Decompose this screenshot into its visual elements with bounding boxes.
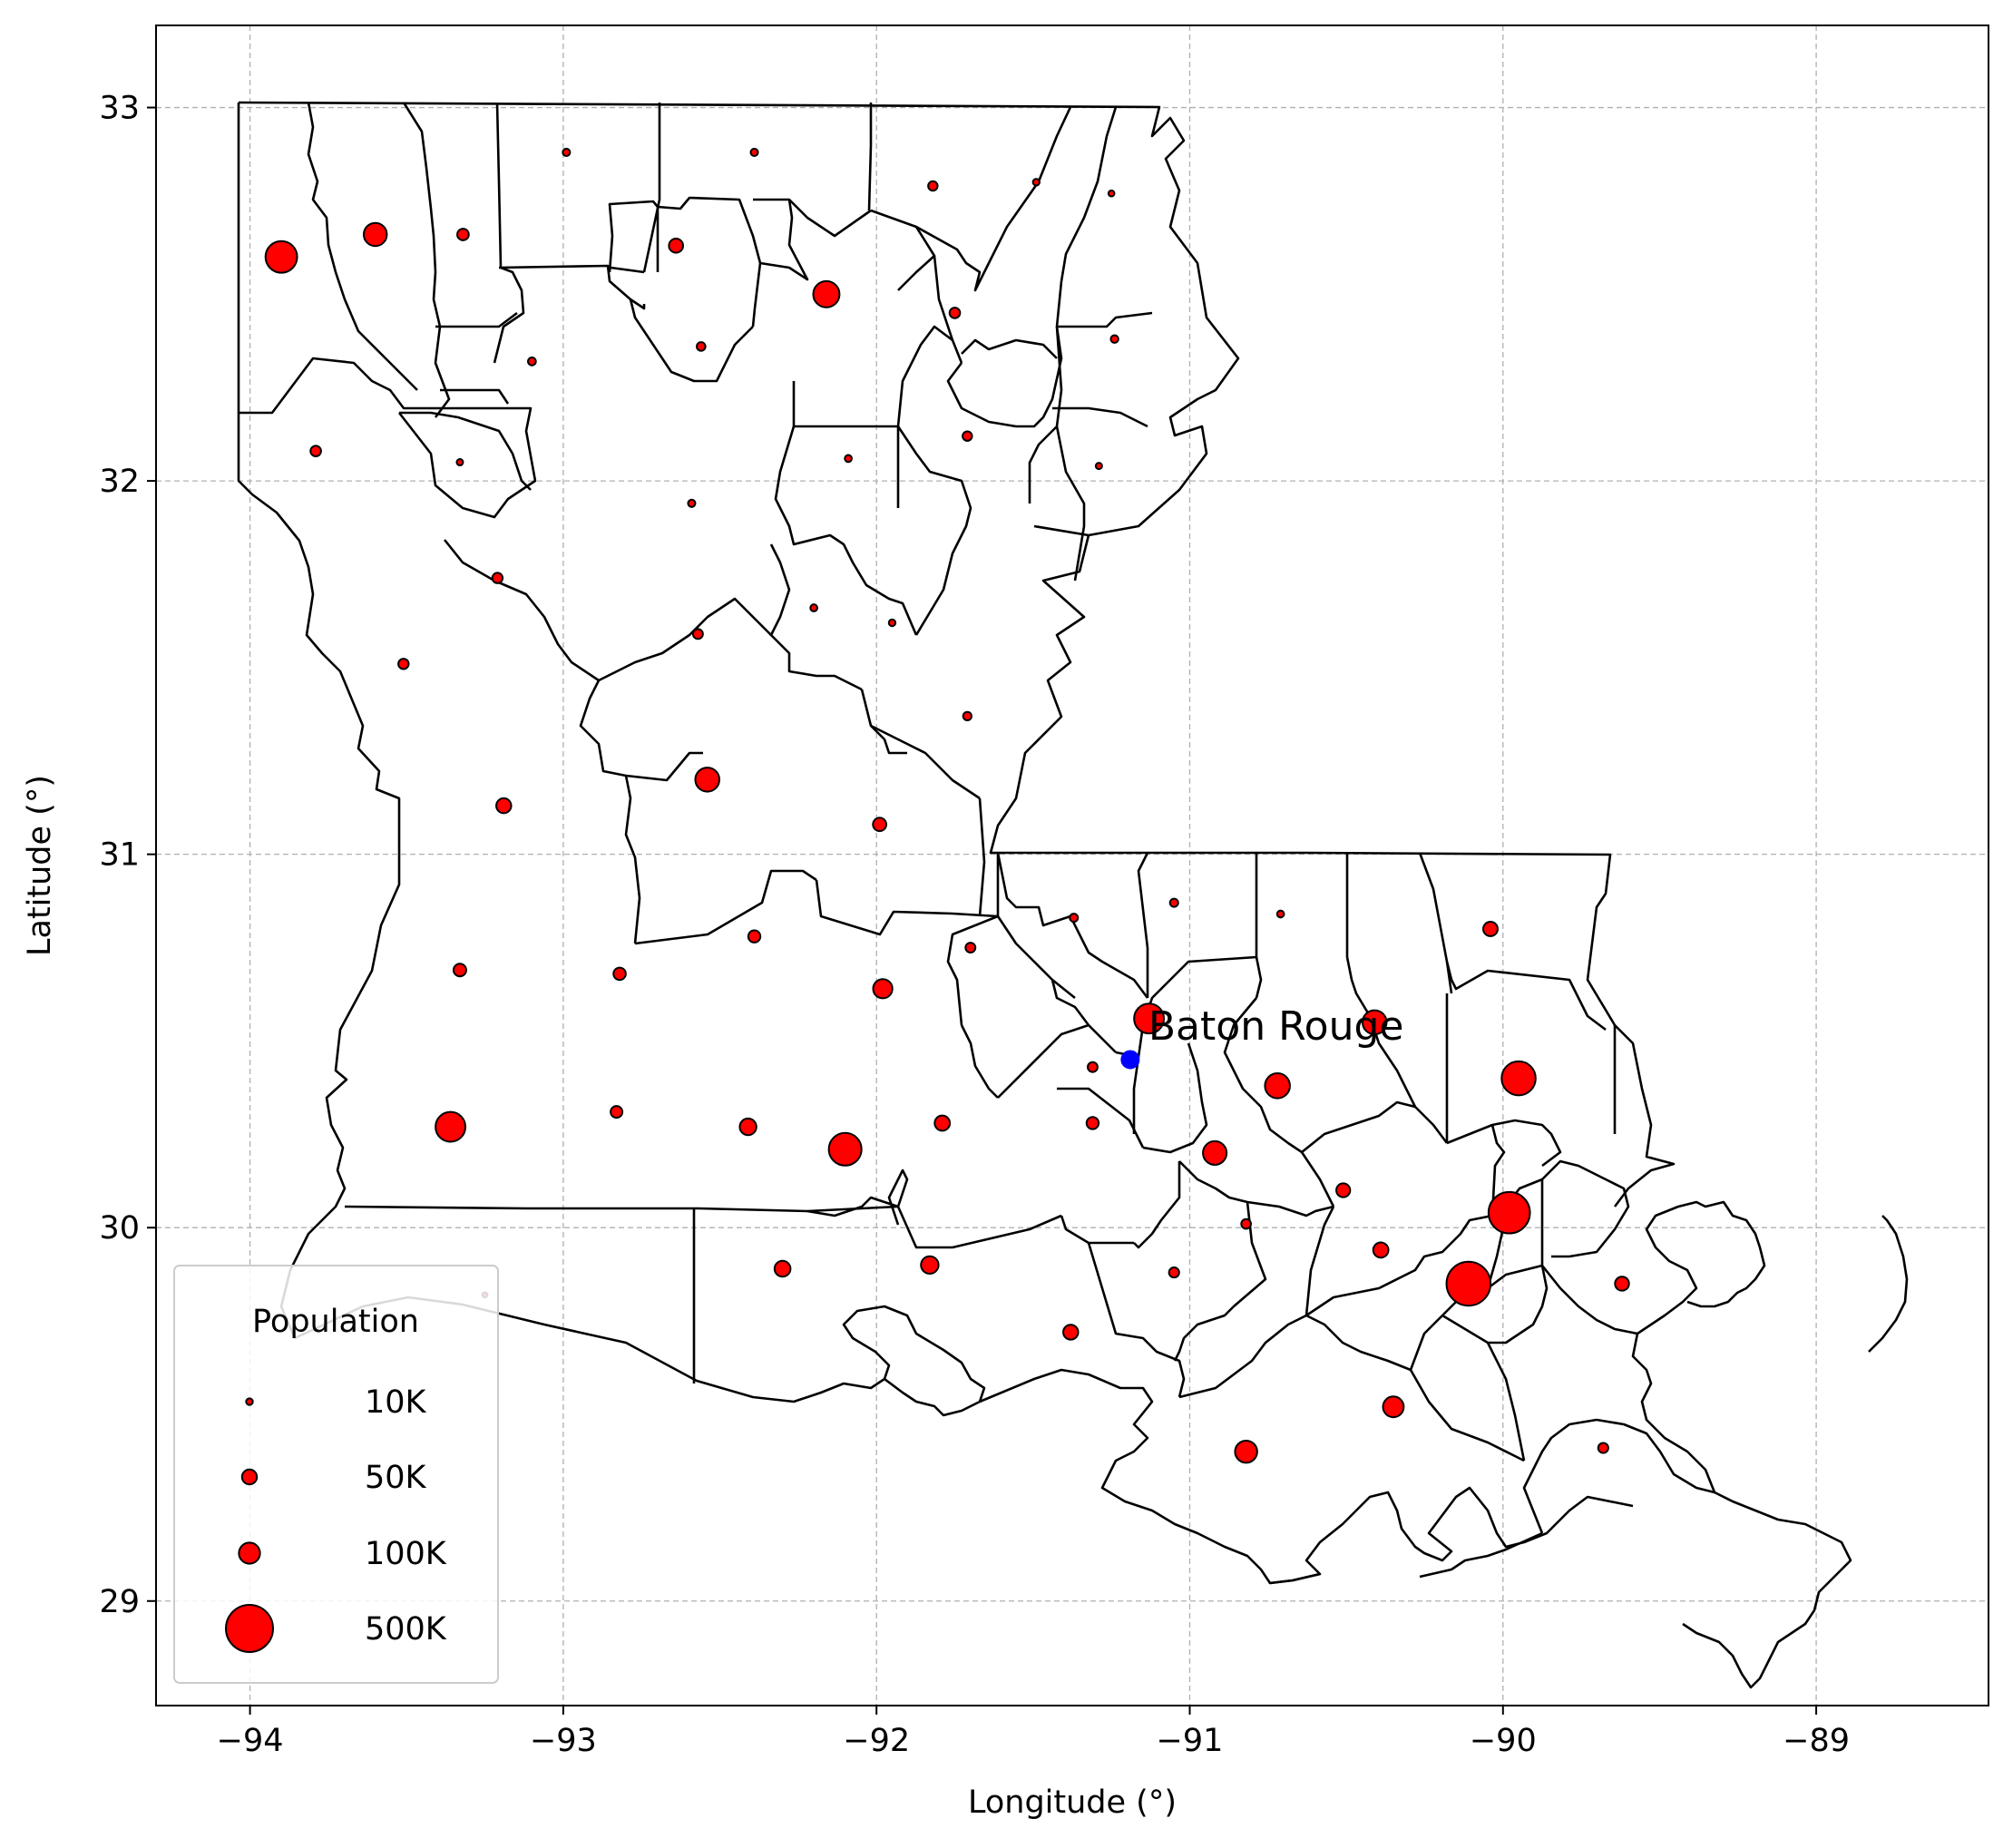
population-marker: [694, 767, 720, 793]
population-marker: [1031, 178, 1041, 187]
population-marker: [1335, 1182, 1352, 1198]
population-marker: [920, 1255, 940, 1276]
legend-label: 500K: [365, 1611, 447, 1648]
population-marker: [264, 240, 298, 274]
y-tick-label: 31: [99, 837, 140, 874]
population-marker: [773, 1259, 792, 1278]
population-marker: [362, 221, 388, 248]
population-marker: [495, 797, 513, 815]
population-marker: [1382, 1395, 1405, 1419]
legend-marker: [245, 1397, 254, 1406]
population-marker: [668, 238, 684, 254]
population-marker: [1168, 897, 1179, 908]
y-tick-label: 32: [99, 464, 140, 500]
population-marker: [1264, 1072, 1291, 1100]
population-marker: [455, 458, 464, 467]
population-marker: [738, 1117, 757, 1137]
plot-frame: [155, 24, 1989, 1706]
population-marker: [872, 978, 894, 1000]
y-tick-label: 29: [99, 1584, 140, 1620]
population-marker: [872, 816, 887, 833]
population-marker: [809, 603, 818, 612]
baton-rouge-label: Baton Rouge: [1148, 1003, 1404, 1050]
population-marker: [1597, 1442, 1609, 1454]
population-marker: [1240, 1217, 1252, 1230]
population-marker: [397, 658, 410, 670]
population-marker: [696, 341, 707, 352]
population-marker: [1086, 1061, 1099, 1073]
population-marker: [887, 618, 897, 628]
legend-box: [173, 1265, 499, 1684]
population-marker: [844, 454, 853, 464]
x-tick-label: −94: [217, 1723, 284, 1759]
population-marker: [1107, 189, 1116, 198]
population-marker: [1482, 920, 1499, 937]
legend-marker: [238, 1541, 261, 1565]
population-marker: [1085, 1116, 1100, 1130]
population-marker: [612, 966, 627, 982]
population-marker: [927, 180, 939, 192]
population-marker: [1133, 1002, 1166, 1035]
population-marker: [1500, 1060, 1537, 1097]
population-marker: [527, 357, 537, 367]
population-marker: [962, 710, 972, 722]
y-axis-label: Latitude (°): [22, 775, 58, 956]
legend-marker: [225, 1604, 274, 1653]
x-tick-label: −93: [530, 1723, 597, 1759]
population-marker: [1234, 1439, 1258, 1464]
population-marker: [610, 1105, 624, 1120]
population-marker: [1614, 1276, 1630, 1292]
population-marker: [933, 1114, 952, 1132]
population-marker: [749, 147, 759, 157]
population-marker: [1069, 913, 1080, 924]
x-tick-label: −89: [1783, 1723, 1850, 1759]
population-marker: [1361, 1009, 1388, 1036]
legend-title: Population: [252, 1304, 419, 1340]
legend-label: 50K: [365, 1460, 427, 1496]
legend-marker: [240, 1468, 259, 1486]
population-marker: [1487, 1190, 1531, 1235]
population-marker: [491, 572, 504, 584]
state-parish-boundaries: [237, 101, 1909, 1689]
population-marker: [1168, 1266, 1180, 1279]
population-marker: [691, 628, 704, 640]
population-marker: [1094, 462, 1103, 471]
population-marker: [948, 307, 962, 319]
population-marker: [827, 1131, 863, 1167]
population-marker: [452, 963, 467, 978]
population-marker: [1062, 1324, 1080, 1341]
axis-ticks: −94 −93 −92 −91 −90 −89 29 30 31 32 33: [99, 91, 1850, 1759]
x-tick-label: −91: [1157, 1723, 1224, 1759]
legend-entries: 10K 50K 100K 500K: [225, 1384, 447, 1653]
population-marker: [962, 430, 973, 442]
population-marker: [1109, 334, 1119, 344]
x-tick-label: −92: [843, 1723, 910, 1759]
population-marker: [1202, 1139, 1228, 1166]
legend: Population 10K 50K 100K 500K: [173, 1265, 499, 1684]
population-marker: [435, 1110, 467, 1143]
x-axis-label: Longitude (°): [968, 1784, 1177, 1821]
x-tick-label: −90: [1470, 1723, 1537, 1759]
y-tick-label: 33: [99, 91, 140, 127]
population-marker: [747, 929, 762, 944]
population-marker: [1275, 909, 1285, 919]
population-marker: [1372, 1241, 1390, 1259]
legend-label: 10K: [365, 1384, 427, 1421]
population-marker: [309, 445, 322, 457]
population-markers: [264, 147, 1630, 1464]
population-marker: [562, 147, 572, 157]
y-tick-label: 30: [99, 1210, 140, 1247]
population-marker: [456, 228, 470, 241]
baton-rouge-marker: [1120, 1050, 1140, 1070]
population-marker: [1445, 1260, 1492, 1307]
population-marker: [687, 498, 697, 508]
legend-label: 100K: [365, 1536, 447, 1572]
population-marker: [812, 279, 841, 308]
population-marker: [964, 942, 977, 953]
